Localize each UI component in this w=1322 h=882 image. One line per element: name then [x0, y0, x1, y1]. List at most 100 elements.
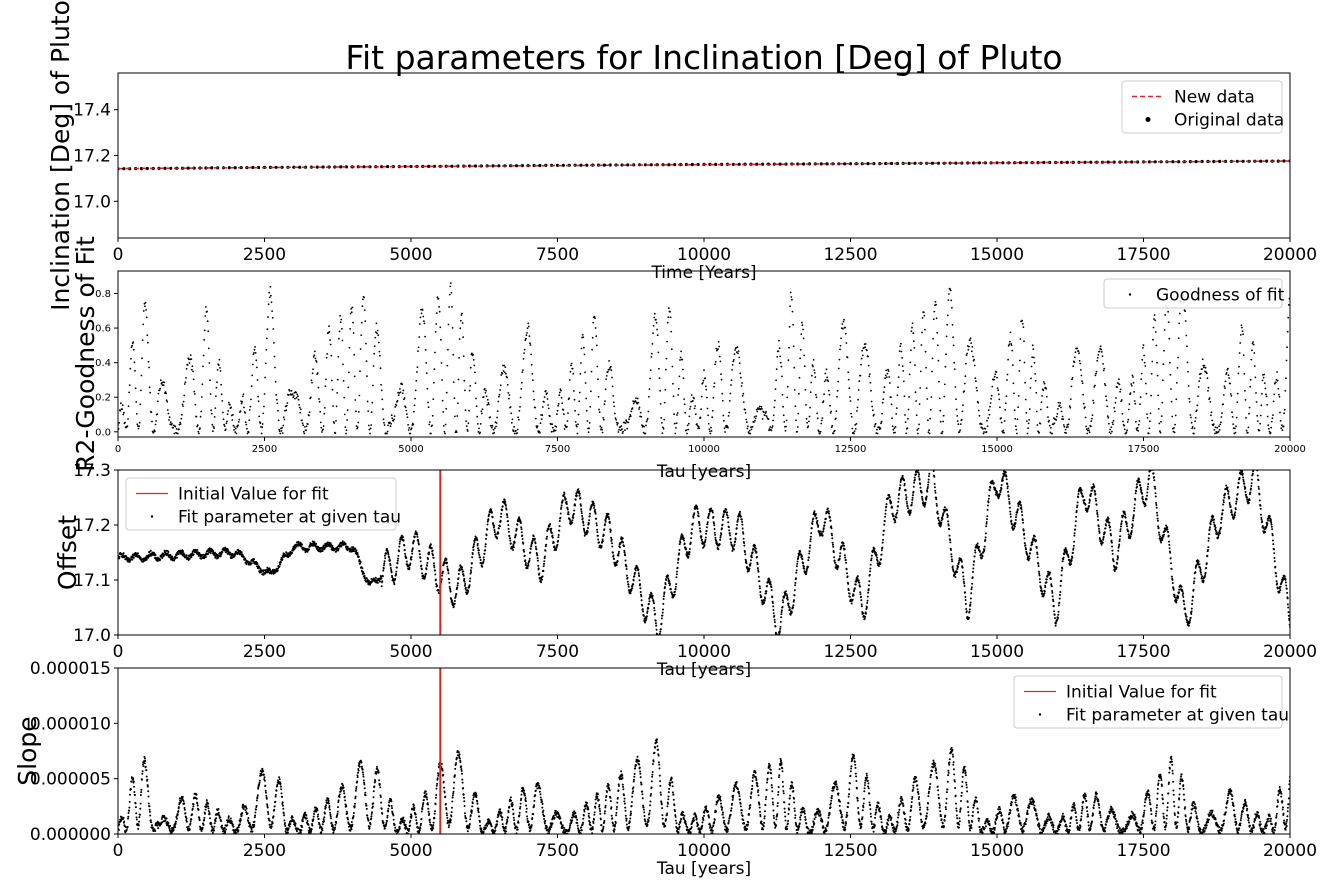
- fit-point: [582, 521, 585, 524]
- fit-point: [1103, 367, 1106, 370]
- fit-point: [917, 427, 920, 430]
- fit-point: [858, 581, 861, 584]
- fit-point: [1009, 340, 1011, 343]
- plot-area-offset: [118, 470, 1290, 635]
- fit-point: [757, 575, 760, 578]
- fit-point: [837, 367, 840, 370]
- fit-point: [1198, 380, 1201, 382]
- fit-point: [679, 359, 681, 361]
- original-data-point: [1194, 160, 1198, 164]
- fit-point: [476, 544, 479, 547]
- fit-point: [680, 350, 682, 353]
- fit-point: [890, 501, 893, 504]
- fit-point: [462, 355, 465, 358]
- fit-point: [748, 567, 751, 570]
- fit-point: [1185, 334, 1188, 337]
- fit-point: [182, 400, 185, 403]
- fit-point: [627, 583, 630, 586]
- fit-point: [778, 631, 781, 634]
- fit-point: [265, 348, 268, 351]
- fit-point: [809, 535, 812, 538]
- fit-point: [411, 552, 414, 555]
- fit-point: [1194, 417, 1197, 419]
- fit-point: [978, 414, 981, 417]
- fit-point: [595, 344, 598, 347]
- fit-point: [523, 348, 526, 351]
- fit-point: [558, 529, 561, 532]
- fit-point: [510, 412, 513, 415]
- fit-point: [743, 544, 746, 547]
- fit-point: [471, 553, 474, 555]
- fit-point: [788, 346, 790, 349]
- fit-point: [941, 430, 944, 433]
- fit-point: [897, 497, 900, 500]
- fit-point: [670, 330, 673, 333]
- original-data-point: [995, 161, 999, 165]
- fit-point: [176, 432, 179, 435]
- fit-point: [200, 410, 203, 413]
- fit-point: [240, 402, 243, 405]
- fit-point: [447, 572, 450, 575]
- fit-point: [677, 394, 680, 396]
- fit-point: [426, 387, 429, 390]
- fit-point: [741, 394, 744, 397]
- fit-point: [601, 540, 604, 543]
- fit-point: [506, 383, 509, 386]
- fit-point: [726, 514, 729, 517]
- fit-point: [1173, 431, 1176, 434]
- fit-point: [1005, 395, 1008, 397]
- fit-point: [1276, 371, 1278, 373]
- fit-point: [463, 379, 466, 382]
- fit-point: [754, 547, 757, 550]
- fit-point: [503, 371, 506, 374]
- fit-point: [470, 566, 473, 569]
- fit-point: [1197, 395, 1199, 397]
- fit-point: [348, 371, 350, 374]
- fit-point: [333, 422, 336, 424]
- fit-point: [1009, 331, 1012, 334]
- fit-point: [456, 582, 459, 585]
- fit-point: [1161, 379, 1164, 382]
- fit-point: [477, 547, 480, 550]
- fit-point: [563, 496, 566, 499]
- fit-point: [390, 414, 393, 417]
- fit-point: [805, 570, 808, 573]
- fit-point: [796, 426, 799, 428]
- fit-point: [434, 578, 437, 581]
- fit-point: [225, 422, 228, 425]
- fit-point: [572, 516, 575, 519]
- fit-point: [885, 503, 888, 506]
- fit-point: [806, 421, 808, 424]
- fit-point: [587, 527, 589, 529]
- fit-point: [982, 428, 984, 430]
- fit-point: [741, 520, 744, 523]
- fit-point: [424, 335, 426, 338]
- fit-point: [148, 366, 151, 369]
- fit-point: [905, 496, 908, 499]
- fit-point: [262, 412, 265, 415]
- fit-point: [414, 397, 416, 400]
- fit-point: [556, 543, 559, 546]
- fit-point: [918, 403, 921, 405]
- fit-point: [491, 426, 493, 429]
- fit-point: [657, 351, 660, 354]
- fit-point: [704, 377, 707, 380]
- fit-point: [910, 504, 913, 506]
- fit-point: [688, 548, 691, 550]
- fit-point: [1286, 330, 1289, 333]
- fit-point: [543, 557, 546, 560]
- fit-point: [757, 569, 760, 572]
- fit-point: [441, 574, 444, 577]
- fit-point: [636, 397, 639, 400]
- fit-point: [477, 431, 480, 433]
- fit-point: [517, 416, 520, 419]
- fit-point: [559, 388, 562, 391]
- fit-point: [532, 390, 535, 393]
- fit-point: [629, 592, 632, 595]
- fit-point: [717, 548, 720, 551]
- fit-point: [276, 402, 279, 405]
- fit-point: [242, 555, 245, 558]
- fit-point: [590, 390, 592, 393]
- fit-point: [119, 409, 122, 412]
